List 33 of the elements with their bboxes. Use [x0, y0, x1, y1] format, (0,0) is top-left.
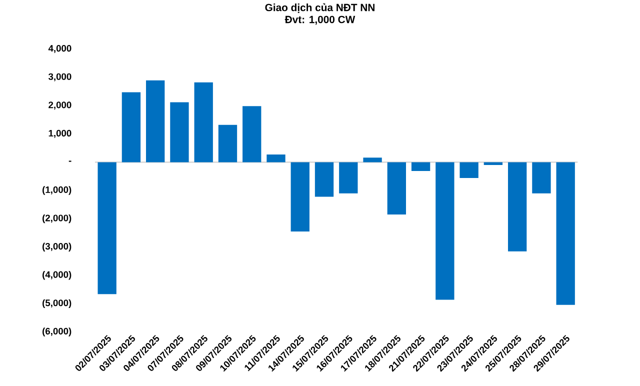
y-tick-label: 2,000 [48, 102, 72, 110]
bar [98, 162, 116, 294]
bar [339, 162, 358, 194]
bar [556, 162, 575, 305]
bar [170, 102, 189, 162]
bar [146, 80, 165, 162]
bar [363, 158, 382, 162]
bar [532, 162, 551, 194]
y-tick-label: (1,000) [42, 186, 72, 195]
bar [460, 162, 478, 178]
bar [194, 82, 213, 162]
y-tick-label: (2,000) [42, 214, 72, 224]
y-tick-label: 3,000 [48, 73, 72, 82]
bar [218, 124, 238, 162]
y-tick-label: - [68, 160, 72, 162]
y-tick-label: (4,000) [42, 271, 72, 280]
chart-title: Giao dịch của NĐT NN [265, 3, 374, 13]
bar [411, 162, 430, 171]
bar [508, 162, 527, 252]
y-tick-label: 1,000 [48, 130, 72, 138]
bar [290, 162, 310, 232]
y-tick-label: 4,000 [48, 45, 72, 53]
bar [242, 106, 262, 162]
bar [484, 162, 503, 166]
y-tick-label: (5,000) [42, 299, 72, 308]
bar [314, 162, 334, 197]
y-tick-label: (3,000) [42, 242, 72, 252]
bar [387, 162, 406, 215]
chart-subtitle: Đvt: 1,000 CW [284, 16, 356, 25]
bar [122, 92, 141, 162]
bar [436, 162, 454, 300]
bar [266, 154, 286, 162]
y-tick-label: (6,000) [42, 328, 72, 336]
